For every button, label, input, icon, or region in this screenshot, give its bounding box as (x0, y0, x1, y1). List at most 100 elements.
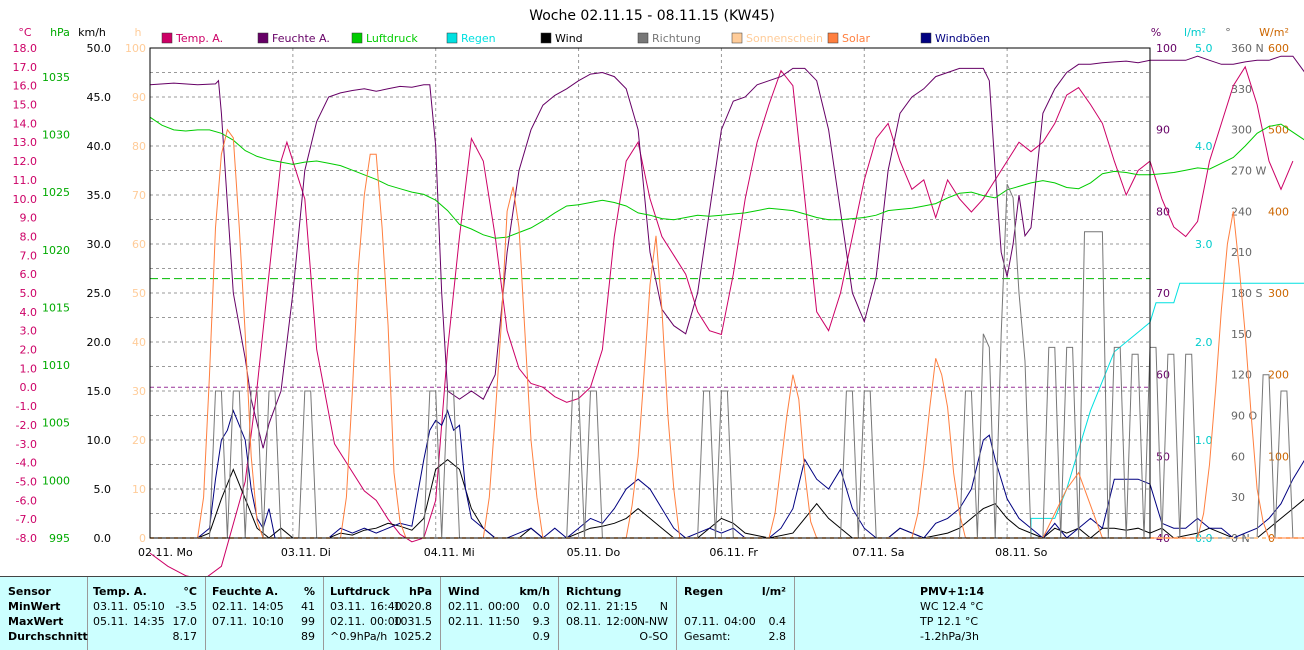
legend-label: Windböen (935, 32, 990, 45)
stats-col-regen: Regen l/m² 07.11. 04:00 0.4 Gesamt: 2.8 (677, 577, 795, 650)
series-feuchte-a (149, 55, 1304, 449)
series-richtung (150, 183, 1304, 539)
temp-min-time: 05:10 (133, 600, 165, 613)
luftdruck-min-date: 03.11. (330, 600, 365, 613)
header-luftdruck: Luftdruck (330, 585, 390, 598)
humidity-axis-tick: 100 (1156, 42, 1177, 55)
richtung-max-time: 12:00 (606, 615, 638, 628)
direction-axis-tick: 360 N (1231, 42, 1264, 55)
rain-axis-unit: l/m² (1184, 26, 1206, 39)
legend-label: Wind (555, 32, 583, 45)
regen-max-date: 07.11. (684, 615, 719, 628)
label-avg: Durchschnitt (8, 630, 88, 643)
direction-axis-tick: 150 (1231, 328, 1252, 341)
humidity-axis-tick: 70 (1156, 287, 1170, 300)
stats-col-richtung: Richtung 02.11. 21:15 N 08.11. 12:00 N-N… (559, 577, 677, 650)
wind-axis-tick: 40.0 (87, 140, 112, 153)
temp-axis-tick: 18.0 (13, 42, 38, 55)
humidity-axis-tick: 60 (1156, 369, 1170, 382)
regen-max-value: 0.4 (768, 615, 787, 628)
temp-axis-tick: -1.0 (16, 400, 37, 413)
axes-group: 18.0 17.0 16.0 15.0 14.0 13.0 12.0 11.0 10.0 9.0 8… (13, 26, 1290, 559)
direction-axis-tick: 270 W (1231, 165, 1266, 178)
temp-axis-tick: -5.0 (16, 475, 37, 488)
sunshine-axis-tick: 70 (132, 189, 146, 202)
sunshine-axis-tick: 60 (132, 238, 146, 251)
series-temp-a (149, 65, 1294, 576)
direction-axis-tick: 300 (1231, 124, 1252, 137)
header-temp: Temp. A. (93, 585, 147, 598)
legend-swatch (920, 32, 932, 44)
legend-swatch (827, 32, 839, 44)
wind-min-value: 0.0 (532, 600, 551, 613)
direction-axis-tick: 180 S (1231, 287, 1262, 300)
stats-panel: Sensor MinWert MaxWert Durchschnitt Temp… (0, 576, 1304, 650)
x-day-label: 04.11. Mi (424, 546, 475, 559)
legend-label: Luftdruck (366, 32, 418, 45)
wind-axis-unit: km/h (78, 26, 106, 39)
weather-chart: Woche 02.11.15 - 08.11.15 (KW45) 18.0 17.… (13, 8, 1304, 576)
legend-swatch (540, 32, 552, 44)
legend-group: Temp. A. Feuchte A. Luftdruck Regen Wind Rich… (161, 32, 990, 45)
wind-min-date: 02.11. (448, 600, 483, 613)
pmv-wc: WC 12.4 °C (920, 600, 984, 613)
wind-max-time: 11:50 (488, 615, 520, 628)
feuchte-min-value: 41 (301, 600, 315, 613)
pressure-axis-tick: 1010 (42, 359, 70, 372)
direction-axis-tick: 30 (1231, 491, 1245, 504)
legend-swatch (446, 32, 458, 44)
luftdruck-max-date: 02.11. (330, 615, 365, 628)
stats-col-feuchte: Feuchte A. % 02.11. 14:05 41 07.11. 10:1… (206, 577, 324, 650)
pressure-axis-tick: 995 (49, 532, 70, 545)
temp-max-time: 14:35 (133, 615, 165, 628)
temp-axis-tick: 2.0 (20, 344, 38, 357)
direction-axis-tick: 240 (1231, 205, 1252, 218)
legend-label: Richtung (652, 32, 701, 45)
temp-axis-tick: 4.0 (20, 306, 38, 319)
sunshine-axis-tick: 50 (132, 287, 146, 300)
header-wind: Wind (448, 585, 480, 598)
stats-col-pmv: PMV+1:14 WC 12.4 °C TP 12.1 °C -1.2hPa/3… (795, 577, 1304, 650)
temp-axis-tick: 7.0 (20, 249, 38, 262)
temp-axis-unit: °C (18, 26, 32, 39)
temp-axis-tick: 11.0 (13, 174, 38, 187)
header-sensor: Sensor (8, 585, 51, 598)
series-wind (150, 458, 1304, 539)
legend-swatch (637, 32, 649, 44)
wind-axis-tick: 5.0 (94, 483, 112, 496)
temp-axis-tick: 17.0 (13, 61, 38, 74)
temp-axis-tick: 6.0 (20, 268, 38, 281)
temp-axis-tick: 9.0 (20, 212, 38, 225)
sunshine-axis-tick: 30 (132, 385, 146, 398)
wind-axis-tick: 45.0 (87, 91, 112, 104)
direction-axis-tick: 210 (1231, 246, 1252, 259)
luftdruck-trend: ^0.9hPa/h (330, 630, 388, 643)
solar-axis-tick: 300 (1268, 287, 1289, 300)
temp-axis-tick: 16.0 (13, 80, 38, 93)
solar-axis-tick: 200 (1268, 369, 1289, 382)
temp-axis-tick: -2.0 (16, 419, 37, 432)
label-max: MaxWert (8, 615, 64, 628)
temp-axis-tick: -6.0 (16, 494, 37, 507)
rain-axis-tick: 5.0 (1195, 42, 1213, 55)
header-regen-unit: l/m² (761, 585, 786, 598)
legend-swatch (731, 32, 743, 44)
series-group (149, 55, 1304, 576)
plot-frame (149, 47, 1151, 539)
rain-axis-tick: 2.0 (1195, 336, 1213, 349)
temp-min-value: -3.5 (175, 600, 197, 613)
regen-total-value: 2.8 (768, 630, 787, 643)
label-min: MinWert (8, 600, 61, 613)
pressure-axis-tick: 1020 (42, 244, 70, 257)
grid-group (150, 48, 1150, 538)
sunshine-axis-tick: 20 (132, 434, 146, 447)
rain-axis-tick: 3.0 (1195, 238, 1213, 251)
sunshine-axis-tick: 40 (132, 336, 146, 349)
sunshine-axis-tick: 80 (132, 140, 146, 153)
luftdruck-min-value: 1020.8 (393, 600, 433, 613)
wind-axis-tick: 30.0 (87, 238, 112, 251)
header-pmv: PMV+1:14 (920, 585, 985, 598)
humidity-axis-tick: 90 (1156, 124, 1170, 137)
rain-axis-tick: 1.0 (1195, 434, 1213, 447)
wind-axis-tick: 50.0 (87, 42, 112, 55)
